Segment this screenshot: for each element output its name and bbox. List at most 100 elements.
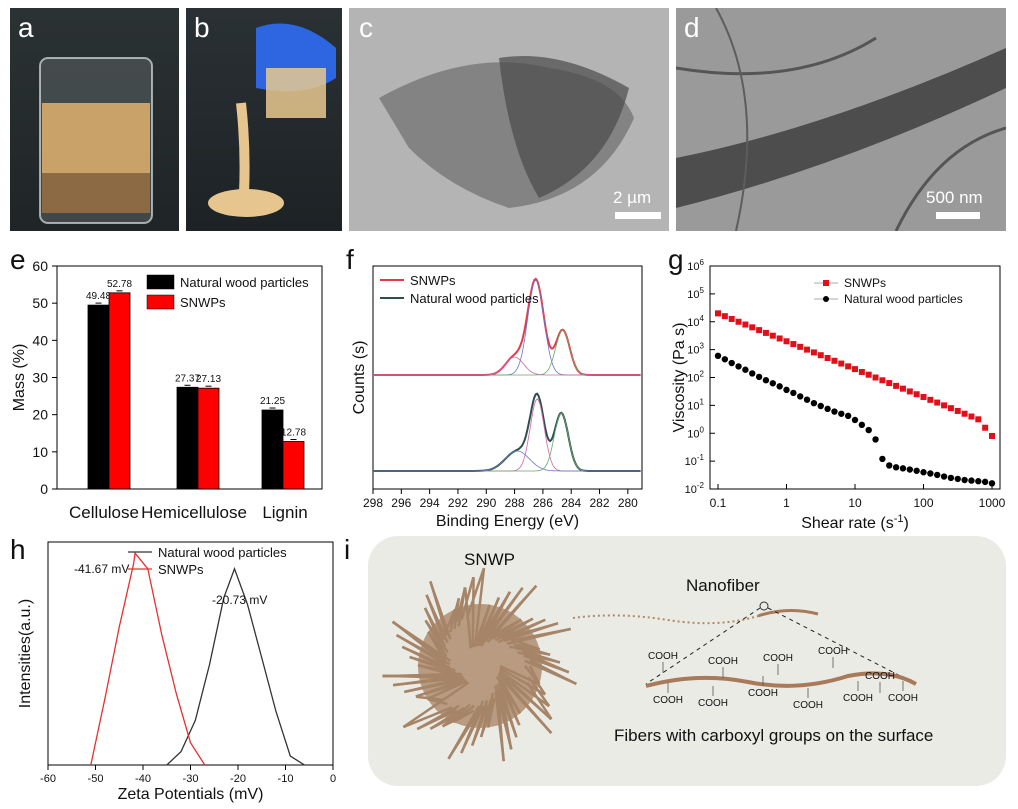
- x-axis-label: Shear rate (s-1): [801, 513, 909, 532]
- marker-0-17: [831, 357, 838, 364]
- marker-0-10: [783, 338, 790, 345]
- fit-component: [373, 356, 641, 376]
- y-axis-label: Mass (%): [11, 344, 28, 412]
- fiber-strand: [457, 587, 467, 627]
- marker-1-24: [879, 455, 886, 463]
- marker-1-28: [906, 466, 914, 473]
- fiber-strand: [402, 706, 453, 729]
- cooh-label: COOH: [698, 698, 728, 709]
- marker-1-26: [892, 464, 900, 471]
- fiber-strand: [441, 703, 471, 728]
- y-tick-label: 10: [32, 444, 48, 460]
- cooh-label: COOH: [708, 656, 738, 667]
- panel-d-tem: d 500 nm: [676, 8, 1006, 231]
- panel-label-g: g: [668, 244, 684, 275]
- fiber-strand: [509, 645, 540, 651]
- cooh-label: COOH: [793, 700, 823, 711]
- fiber-strand: [423, 607, 447, 647]
- marker-0-31: [927, 396, 934, 403]
- marker-1-8: [769, 380, 777, 387]
- marker-0-23: [872, 374, 879, 381]
- y-axis-label: Viscosity (Pa s): [671, 323, 688, 433]
- marker-1-4: [742, 366, 749, 373]
- marker-1-33: [940, 473, 948, 480]
- fiber-strand: [483, 587, 524, 643]
- bar-data-label: 27.37: [175, 373, 200, 384]
- fiber-strand: [404, 676, 465, 694]
- x-tick-label: 294: [420, 496, 440, 510]
- legend-label: SNWPs: [844, 276, 886, 290]
- panel-label-f: f: [346, 244, 354, 275]
- pouring-illustration: [208, 23, 336, 217]
- bar-1-2: [282, 441, 305, 490]
- y-tick-label: 40: [32, 332, 48, 348]
- y-tick-label: 60: [32, 258, 48, 274]
- scalebar-label-d: 500 nm: [926, 188, 983, 207]
- y-tick-label: 10-2: [685, 481, 705, 496]
- panel-label-e: e: [10, 244, 26, 275]
- x-tick-label: -10: [278, 773, 294, 785]
- y-tick-label: 101: [687, 397, 704, 412]
- x-tick-label: 100: [913, 496, 933, 510]
- legend-swatch: [146, 274, 175, 290]
- fiber-strand: [409, 655, 456, 672]
- panel-label-d: d: [684, 12, 700, 43]
- marker-1-18: [838, 410, 845, 417]
- fiber-strand: [415, 678, 466, 698]
- marker-1-29: [913, 467, 920, 474]
- cooh-label: COOH: [648, 651, 678, 662]
- y-tick-label: 30: [32, 370, 48, 386]
- fit-component: [373, 329, 641, 376]
- x-tick-label: 288: [505, 496, 525, 510]
- snwp-particle-illustration: [382, 567, 577, 762]
- marker-1-35: [954, 475, 961, 483]
- marker-0-0: [715, 310, 721, 317]
- y-tick-label: 103: [687, 342, 704, 357]
- fiber-strand: [460, 700, 485, 754]
- x-tick-label: 0.1: [710, 496, 727, 510]
- fiber-strand: [401, 645, 451, 669]
- fiber-strand: [497, 618, 546, 644]
- x-axis-label: Binding Energy (eV): [436, 513, 579, 530]
- x-tick-label: -40: [135, 773, 151, 785]
- fiber-strand: [498, 671, 553, 721]
- panel-label-a: a: [18, 12, 34, 43]
- marker-0-25: [886, 380, 893, 387]
- annotation-snwps: -41.67 mV: [74, 562, 129, 576]
- fiber-strand: [465, 567, 486, 619]
- bar-0-0: [87, 304, 110, 490]
- marker-1-21: [858, 421, 866, 429]
- marker-0-33: [941, 402, 948, 409]
- fiber-strand: [523, 654, 570, 674]
- fiber-strand: [395, 634, 451, 666]
- fiber-strand: [429, 706, 465, 730]
- marker-0-29: [913, 391, 920, 398]
- series-line-1: [90, 551, 206, 766]
- x-tick-label: 10: [848, 496, 862, 510]
- marker-1-13: [803, 396, 811, 403]
- marker-0-24: [879, 377, 886, 384]
- fiber-strand: [460, 576, 475, 620]
- marker-1-20: [851, 416, 859, 424]
- plot-frame: [372, 265, 643, 490]
- fiber-strand: [495, 676, 522, 714]
- marker-1-36: [961, 476, 968, 484]
- fit-component: [373, 450, 641, 472]
- x-tick-label: 296: [391, 496, 411, 510]
- scalebar-c: [615, 212, 661, 219]
- fiber-strand: [503, 622, 559, 642]
- fiber-strand: [480, 591, 511, 647]
- marker-1-9: [776, 383, 783, 390]
- cooh-label: COOH: [843, 693, 873, 704]
- panel-c-tem: c 2 µm: [349, 8, 669, 231]
- fiber-strand: [517, 651, 561, 664]
- marker-1-39: [981, 478, 989, 486]
- legend-label: Natural wood particles: [180, 275, 309, 290]
- x-tick-label: 0: [330, 773, 336, 785]
- fiber-strand: [486, 693, 494, 728]
- marker-0-38: [975, 416, 982, 423]
- marker-0-36: [961, 410, 968, 417]
- fiber-strand: [524, 659, 577, 685]
- fiber-strand: [524, 665, 541, 685]
- panel-b-photo: b: [186, 8, 342, 231]
